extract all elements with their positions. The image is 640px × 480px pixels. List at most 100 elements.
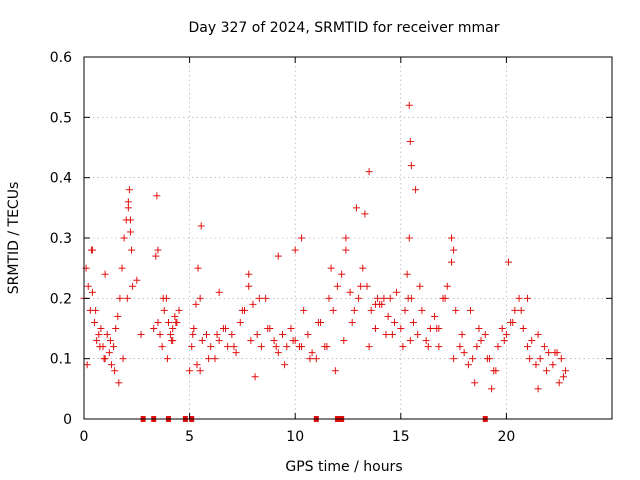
data-point bbox=[397, 325, 405, 332]
x-tick-label: 5 bbox=[185, 429, 194, 445]
data-point bbox=[416, 282, 424, 290]
data-point bbox=[106, 337, 114, 345]
data-point bbox=[247, 337, 255, 345]
data-point bbox=[279, 331, 287, 339]
data-point bbox=[450, 355, 458, 363]
data-point bbox=[298, 343, 306, 351]
data-point bbox=[424, 343, 432, 351]
y-tick-label: 0.6 bbox=[50, 50, 72, 66]
data-point bbox=[289, 337, 297, 345]
data-point bbox=[555, 379, 563, 387]
data-point bbox=[405, 101, 413, 109]
data-point bbox=[447, 258, 455, 266]
data-point bbox=[452, 306, 460, 314]
data-point bbox=[253, 331, 261, 339]
data-point bbox=[238, 306, 246, 314]
data-point bbox=[193, 361, 201, 369]
data-point bbox=[159, 294, 167, 302]
data-point bbox=[443, 282, 451, 290]
data-point bbox=[95, 331, 103, 339]
data-point bbox=[192, 300, 200, 308]
data-point bbox=[327, 264, 335, 272]
data-point bbox=[97, 325, 105, 332]
data-point bbox=[498, 325, 506, 332]
data-point bbox=[492, 367, 500, 375]
data-point bbox=[197, 222, 205, 230]
data-point bbox=[367, 306, 375, 314]
data-point bbox=[532, 361, 540, 369]
data-point bbox=[338, 270, 346, 278]
data-point bbox=[431, 312, 439, 320]
data-point bbox=[314, 318, 322, 326]
data-point bbox=[333, 282, 341, 290]
data-point bbox=[154, 246, 162, 254]
y-tick-label: 0.1 bbox=[50, 352, 72, 368]
y-tick-label: 0.5 bbox=[50, 110, 72, 126]
data-point bbox=[477, 337, 485, 345]
data-point bbox=[456, 343, 464, 351]
data-point bbox=[236, 318, 244, 326]
data-point bbox=[169, 325, 177, 332]
data-point bbox=[359, 264, 367, 272]
data-point bbox=[298, 234, 306, 242]
data-point bbox=[511, 306, 519, 314]
data-point bbox=[412, 186, 420, 194]
data-point bbox=[163, 355, 171, 363]
data-point bbox=[435, 343, 443, 351]
data-point bbox=[105, 349, 113, 357]
data-point bbox=[249, 300, 257, 308]
data-point bbox=[475, 325, 483, 332]
data-point bbox=[116, 294, 124, 302]
data-point bbox=[207, 343, 215, 351]
data-point bbox=[500, 337, 508, 345]
data-point bbox=[110, 343, 118, 351]
data-point bbox=[96, 343, 104, 351]
data-point bbox=[450, 246, 458, 254]
data-point bbox=[93, 337, 101, 345]
data-point bbox=[158, 343, 166, 351]
grid-lines bbox=[84, 57, 612, 419]
data-point bbox=[205, 355, 213, 363]
data-point bbox=[124, 204, 132, 212]
data-point bbox=[534, 331, 542, 339]
data-point bbox=[291, 246, 299, 254]
data-point bbox=[171, 312, 179, 320]
data-point bbox=[460, 349, 468, 357]
data-point bbox=[186, 367, 194, 375]
data-point bbox=[404, 294, 412, 302]
data-point bbox=[124, 198, 132, 206]
data-point bbox=[215, 337, 223, 345]
data-point bbox=[384, 312, 392, 320]
data-point bbox=[388, 331, 396, 339]
data-points bbox=[80, 101, 570, 393]
data-point bbox=[211, 355, 219, 363]
data-point bbox=[390, 318, 398, 326]
data-point bbox=[488, 385, 496, 393]
data-point bbox=[348, 318, 356, 326]
data-point bbox=[551, 349, 559, 357]
data-point bbox=[152, 252, 160, 260]
x-axis-label: GPS time / hours bbox=[285, 459, 402, 475]
data-point bbox=[232, 349, 240, 357]
data-point bbox=[471, 379, 479, 387]
data-point bbox=[380, 294, 388, 302]
y-tick-label: 0.3 bbox=[50, 231, 72, 247]
data-point bbox=[83, 361, 91, 369]
data-point bbox=[222, 325, 230, 332]
data-point bbox=[125, 186, 133, 194]
data-point bbox=[120, 234, 128, 242]
data-point bbox=[198, 337, 206, 345]
data-point bbox=[357, 282, 365, 290]
data-point bbox=[175, 306, 183, 314]
data-point bbox=[399, 343, 407, 351]
data-point bbox=[304, 331, 312, 339]
data-point bbox=[107, 361, 115, 369]
data-point bbox=[230, 343, 238, 351]
data-point bbox=[447, 234, 455, 242]
data-point bbox=[153, 192, 161, 200]
data-point bbox=[329, 306, 337, 314]
data-point bbox=[92, 306, 100, 314]
data-point bbox=[519, 325, 527, 332]
data-point bbox=[562, 367, 570, 375]
data-point bbox=[365, 168, 373, 176]
